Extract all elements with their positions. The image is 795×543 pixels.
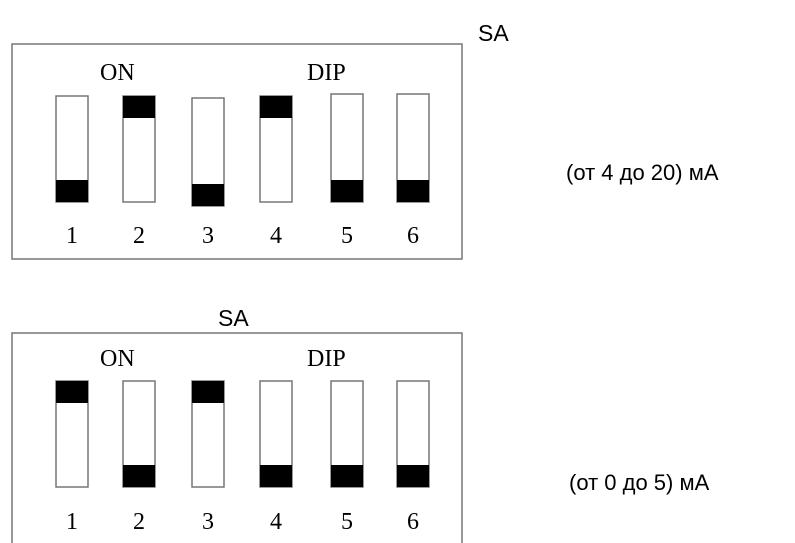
range-label-2: (от 0 до 5) мА	[569, 470, 710, 495]
switch-knob	[56, 381, 88, 403]
dip-switch-2-6[interactable]: 6	[396, 380, 430, 535]
switch-number: 1	[66, 509, 78, 535]
switch-number: 4	[270, 509, 282, 535]
dip-label-2: DIP	[307, 346, 346, 372]
dip-switch-2-1[interactable]: 1	[55, 380, 89, 535]
switch-number: 6	[407, 223, 419, 249]
sa-label-2: SA	[218, 305, 249, 331]
switch-knob	[397, 465, 429, 487]
dip-switch-1-5[interactable]: 5	[330, 93, 364, 249]
switch-knob	[56, 180, 88, 202]
switch-knob	[192, 184, 224, 206]
switch-number: 6	[407, 509, 419, 535]
switch-number: 4	[270, 223, 282, 249]
dip-switch-2-4[interactable]: 4	[259, 380, 293, 535]
dip-switch-block-2: SA ON DIP 1 2 3 4 5	[11, 305, 710, 543]
dip-housing-1	[11, 43, 463, 260]
switch-number: 5	[341, 223, 353, 249]
dip-switch-1-6[interactable]: 6	[396, 93, 430, 249]
switch-knob	[260, 96, 292, 118]
dip-switch-2-5[interactable]: 5	[330, 380, 364, 535]
dip-switch-1-4[interactable]: 4	[259, 95, 293, 249]
switch-number: 5	[341, 509, 353, 535]
dip-switch-block-1: SA ON DIP 1 2 3 4 5	[11, 20, 719, 260]
switch-knob	[123, 96, 155, 118]
dip-label-1: DIP	[307, 60, 346, 86]
on-label-1: ON	[100, 60, 135, 86]
dip-switch-1-1[interactable]: 1	[55, 95, 89, 249]
range-label-1: (от 4 до 20) мА	[566, 160, 719, 185]
dip-housing-2	[11, 332, 463, 543]
switch-knob	[331, 180, 363, 202]
dip-switch-2-2[interactable]: 2	[122, 380, 156, 535]
switch-number: 3	[202, 223, 214, 249]
dip-switch-1-3[interactable]: 3	[191, 97, 225, 249]
sa-label-1: SA	[478, 20, 509, 46]
switch-knob	[397, 180, 429, 202]
switch-knob	[192, 381, 224, 403]
dip-switch-1-2[interactable]: 2	[122, 95, 156, 249]
switch-number: 1	[66, 223, 78, 249]
dip-switch-2-3[interactable]: 3	[191, 380, 225, 535]
switch-knob	[331, 465, 363, 487]
switch-knob	[123, 465, 155, 487]
switch-number: 2	[133, 223, 145, 249]
switch-knob	[260, 465, 292, 487]
switch-number: 3	[202, 509, 214, 535]
switch-number: 2	[133, 509, 145, 535]
on-label-2: ON	[100, 346, 135, 372]
